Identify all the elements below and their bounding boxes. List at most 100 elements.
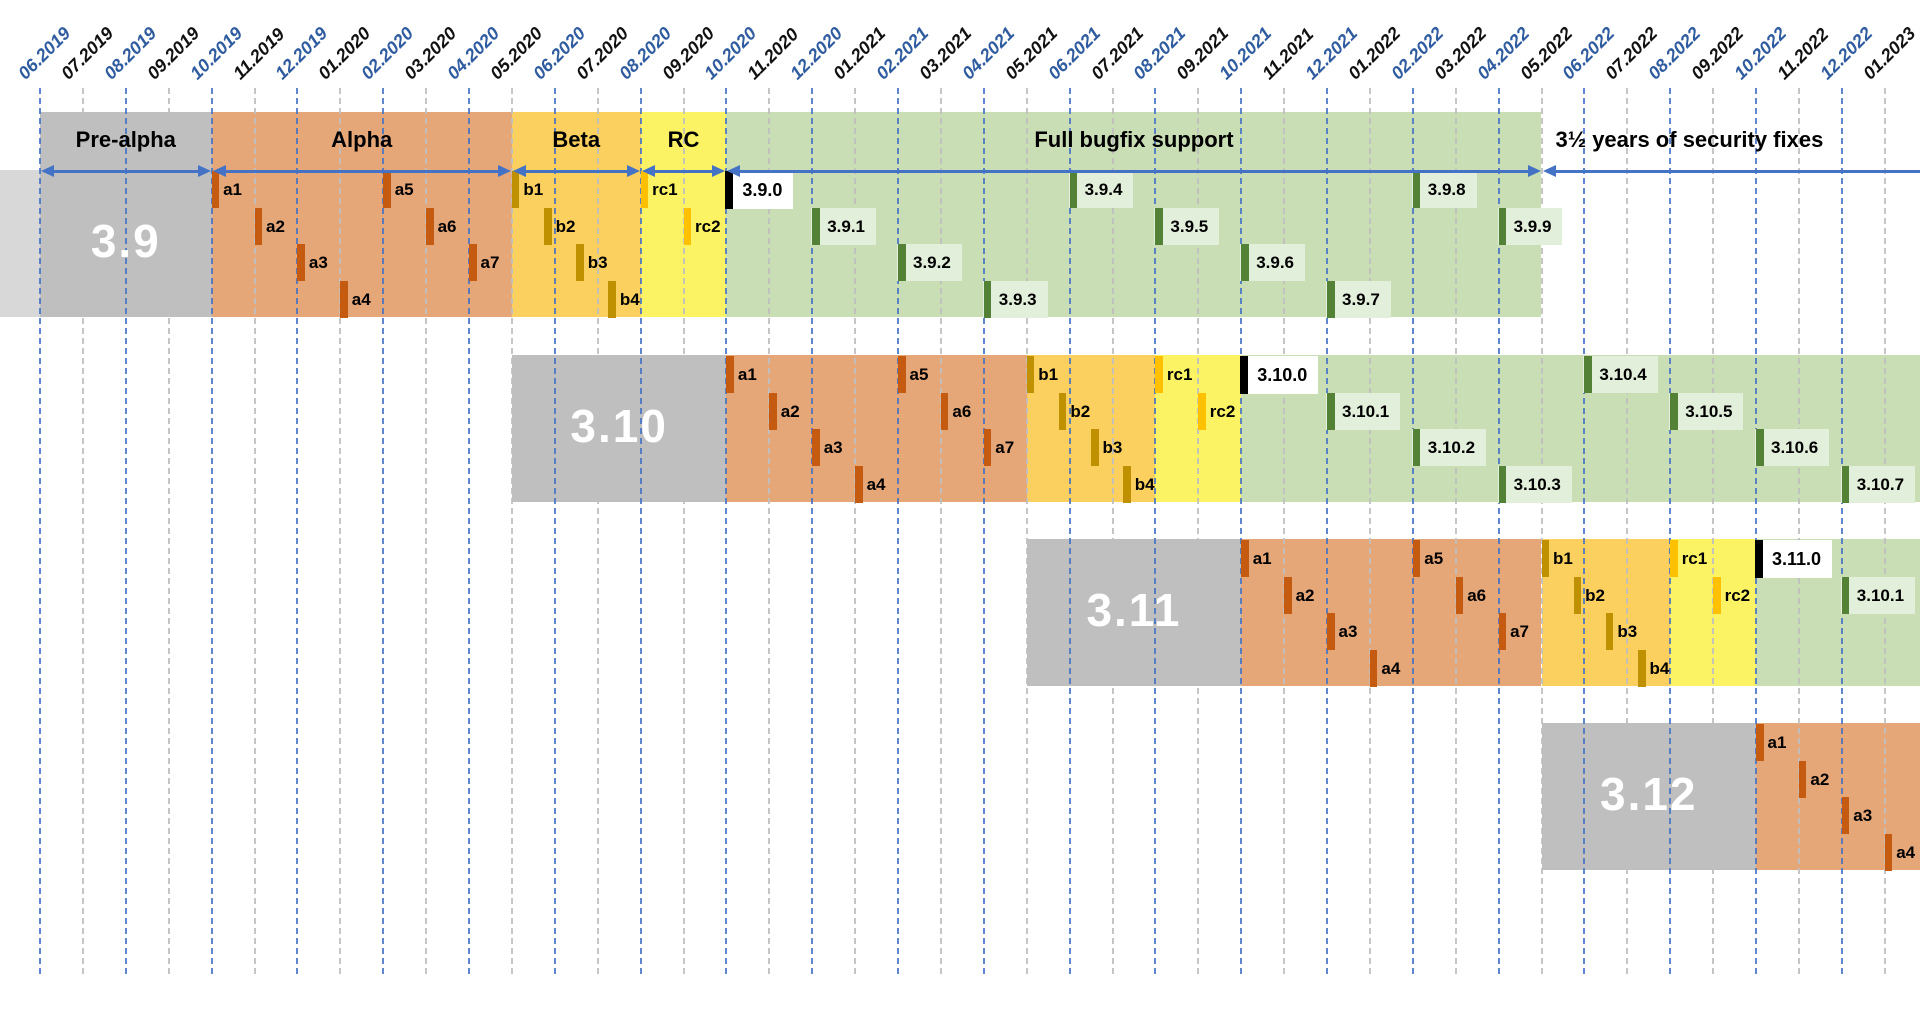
beta-marker-bar [1026,356,1035,393]
bugfix-marker-bar [1412,429,1421,466]
alpha-marker-bar [1455,576,1464,614]
alpha-marker-label: a1 [1252,549,1272,568]
beta-marker-label: b3 [587,253,608,272]
alpha-marker-bar [1498,613,1507,650]
version-band-label: 3.11 [1086,584,1182,636]
beta-marker-label: b4 [1649,658,1670,678]
phase-band-pre-alpha [1026,539,1242,686]
bugfix-label-box: 3.9.2 [897,244,962,281]
phase-band-alpha [1756,723,1920,870]
alpha-marker-bar [383,171,391,208]
beta-marker-bar [1605,613,1614,650]
bugfix-label-box: 3.9.9 [1497,207,1563,245]
bugfix-marker-bar [1069,171,1078,208]
alpha-marker-bar [426,207,434,245]
phase-span-arrow [224,170,499,173]
alpha-marker-label: a7 [480,253,500,272]
phase-label: 3½ years of security fixes [1555,127,1824,152]
alpha-marker-bar [769,392,777,430]
alpha-marker-bar [1798,760,1807,798]
arrowhead-right-icon [626,165,640,177]
version-band-label: 3.12 [1599,768,1698,820]
beta-marker-label: b1 [1038,365,1059,384]
beta-marker-bar [1058,392,1067,430]
phase-span-arrow [524,170,628,173]
alpha-marker-bar [340,280,348,318]
rc-marker-bar [1198,392,1206,430]
arrowhead-left-icon [641,165,655,177]
alpha-marker-bar [1327,613,1335,650]
beta-marker-bar [544,207,552,245]
alpha-marker-label: a2 [1295,585,1315,605]
rc-marker-bar [640,171,649,208]
bugfix-label-box: 3.9.1 [811,207,876,245]
alpha-marker-label: a3 [1338,622,1358,641]
alpha-marker-label: a6 [1467,585,1487,605]
beta-marker-bar [576,244,584,281]
bugfix-label-box: 3.10.4 [1583,356,1658,393]
bugfix-marker-bar [1841,465,1850,503]
bugfix-label-box: 3.10.1 [1326,392,1401,430]
pre-alpha-lead-in-band [0,170,40,317]
release-label-box: 3.11.0 [1756,540,1833,578]
alpha-marker-bar [1284,576,1292,614]
beta-marker-bar [1638,649,1646,687]
alpha-marker-label: a5 [1424,549,1444,568]
bugfix-label-box: 3.9.5 [1154,207,1220,245]
alpha-marker-label: a7 [995,438,1015,457]
alpha-marker-label: a5 [909,365,929,384]
alpha-marker-label: a7 [1510,622,1530,641]
phase-span-arrow [739,170,1529,173]
alpha-marker-label: a1 [223,180,243,199]
rc-marker-bar [683,207,691,245]
bugfix-marker-bar [1327,392,1335,430]
release-label-box: 3.10.0 [1241,356,1319,394]
bugfix-label-box: 3.9.6 [1240,244,1305,281]
alpha-marker-bar [469,244,477,281]
bugfix-marker-bar [1584,356,1592,393]
bugfix-label-box: 3.10.6 [1755,429,1830,466]
beta-marker-bar [1091,429,1099,466]
phase-label: Full bugfix support [1034,127,1234,152]
beta-marker-label: b4 [619,289,640,309]
phase-band-beta [1541,539,1671,686]
arrowhead-left-icon [41,165,54,177]
beta-marker-label: b1 [523,180,544,199]
phase-span-arrow [53,170,199,173]
rc-marker-label: rc2 [1724,585,1751,605]
phase-label: Alpha [331,127,393,152]
alpha-marker-bar [297,244,305,281]
phase-band-beta [1026,355,1156,502]
bugfix-label-box: 3.9.7 [1326,280,1391,318]
phase-label: Pre-alpha [75,127,176,152]
bugfix-label-box: 3.10.1 [1840,576,1916,614]
bugfix-marker-bar [1327,280,1335,318]
bugfix-label-box: 3.9.8 [1411,171,1477,208]
alpha-marker-label: a2 [266,216,285,236]
alpha-marker-label: a3 [308,253,328,272]
alpha-marker-bar [1884,833,1893,871]
bugfix-marker-bar [1241,244,1249,281]
phase-span-arrow [1554,170,1920,173]
alpha-marker-label: a3 [1853,806,1873,825]
arrowhead-right-icon [197,165,211,177]
phase-band-pre-alpha [511,355,727,502]
alpha-marker-bar [1241,540,1249,577]
alpha-marker-label: a2 [780,401,800,421]
alpha-marker-label: a4 [1896,842,1916,862]
rc-marker-label: rc1 [1681,549,1708,568]
phase-band-beta [511,112,641,317]
version-band-label: 3.10 [570,400,668,452]
beta-marker-label: b1 [1553,549,1573,568]
release-marker-bar [1240,356,1249,394]
phase-band-pre-alpha [1541,723,1756,870]
alpha-marker-bar [1841,797,1850,834]
release-marker-bar [725,171,734,209]
rc-marker-label: rc2 [695,216,721,236]
alpha-marker-bar [940,392,949,430]
bugfix-marker-bar [898,244,906,281]
rc-marker-bar [1155,356,1163,393]
arrowhead-right-icon [497,165,511,177]
alpha-marker-label: a4 [866,474,886,494]
bugfix-marker-bar [1841,576,1850,614]
